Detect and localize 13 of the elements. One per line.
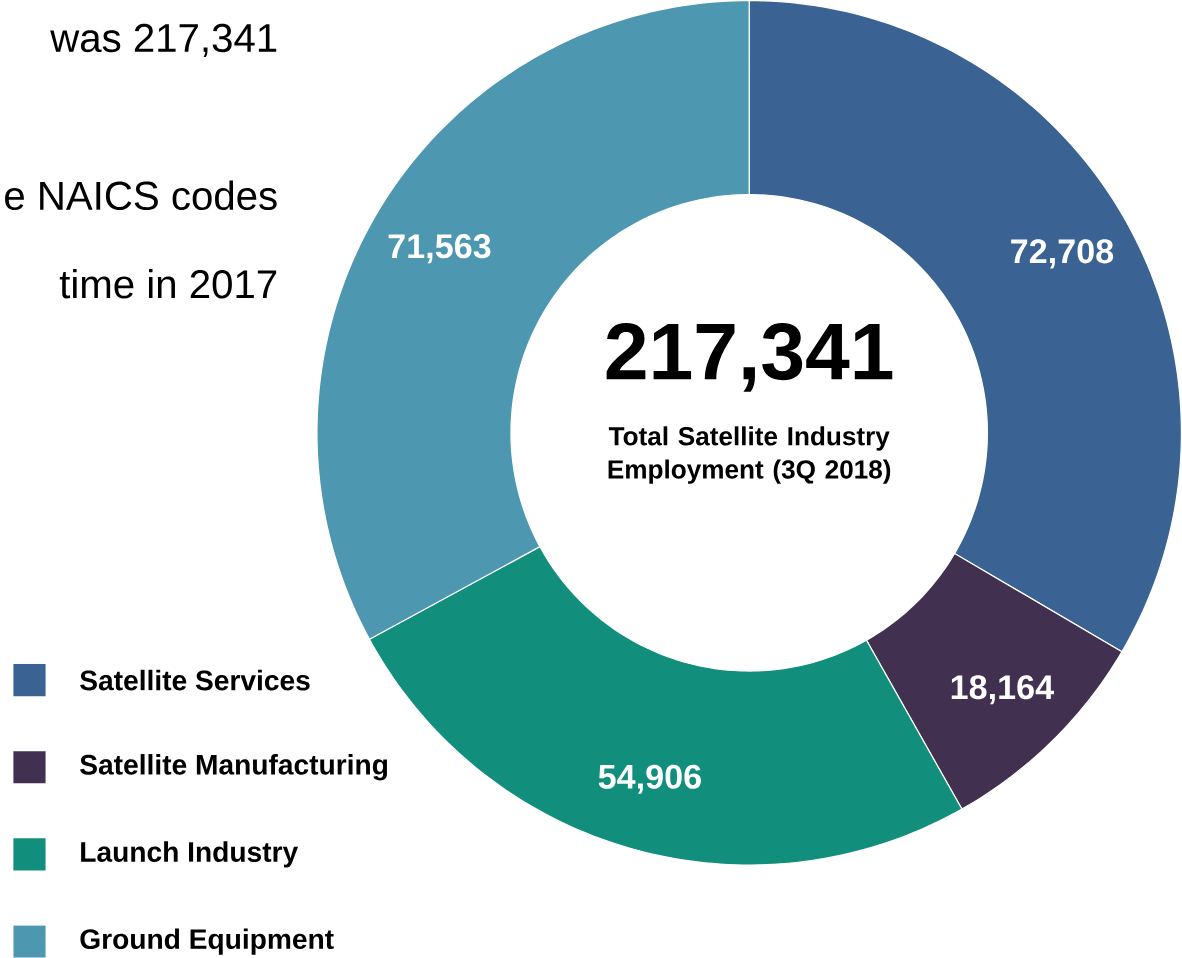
text: e NAICS codes [5, 180, 277, 211]
legend-label: Launch Industry [81, 841, 299, 868]
data-label: 71,563 [388, 234, 491, 264]
data-label: 54,906 [598, 764, 701, 794]
legend-label: Ground Equipment [80, 928, 334, 955]
text: 217,341 [606, 323, 893, 392]
legend-label: Satellite Services [80, 669, 310, 691]
text: time in 2017 [59, 268, 277, 299]
legend-label: Satellite Manufacturing [80, 754, 387, 781]
text: was 217,341 [50, 23, 277, 57]
text: Total Satellite Industry Employment (3Q 2018) [608, 426, 891, 484]
data-label: 18,164 [951, 675, 1054, 705]
data-label: 72,708 [1011, 239, 1114, 269]
